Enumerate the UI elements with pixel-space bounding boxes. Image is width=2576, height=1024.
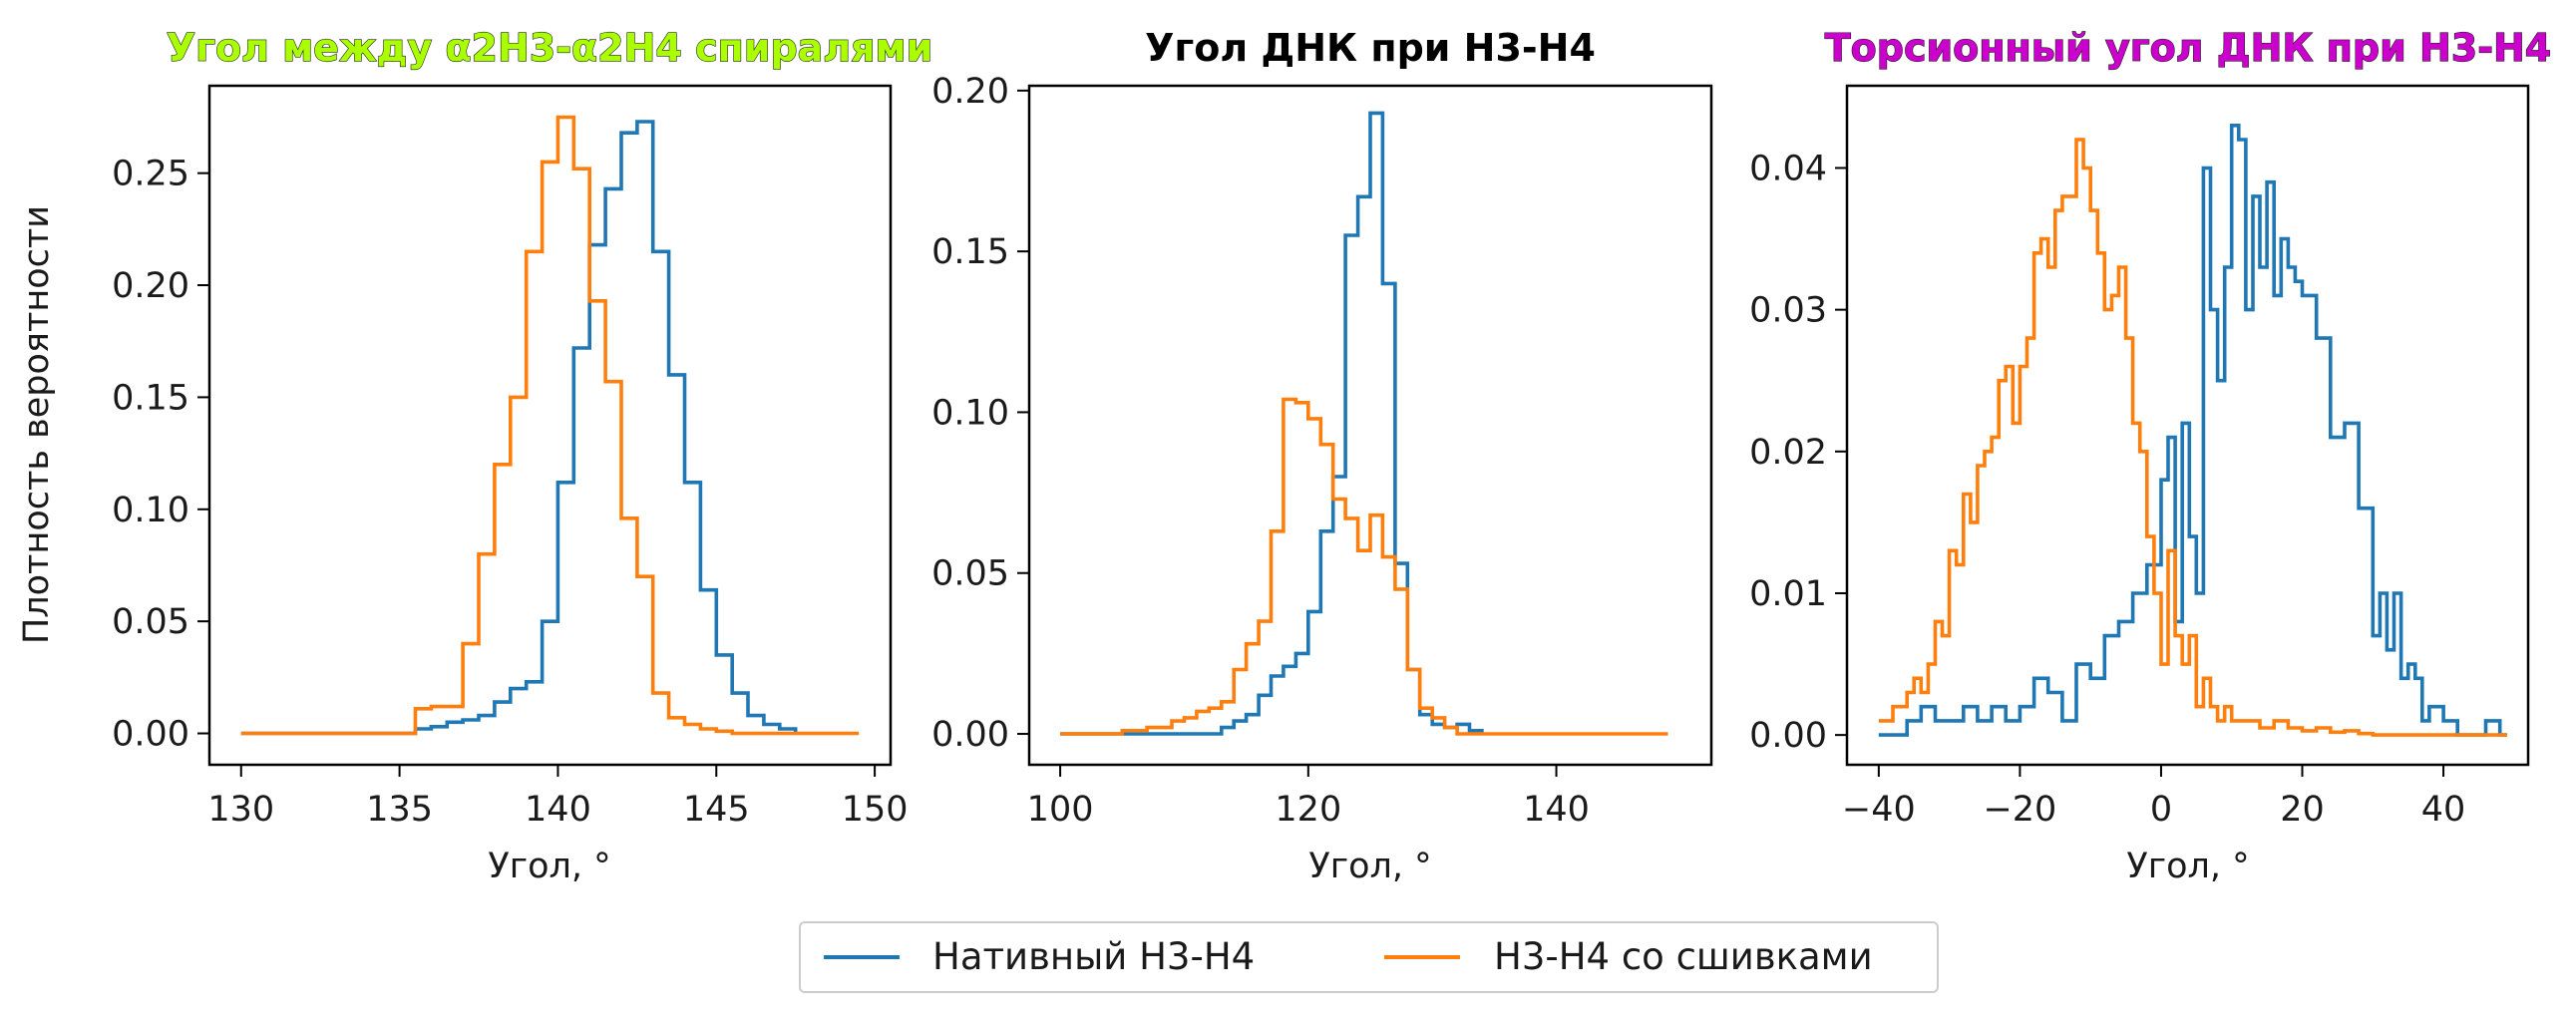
- series-line-crosslinked: [1878, 138, 2507, 737]
- x-tick-label: 135: [366, 790, 433, 830]
- x-tick-label: 120: [1275, 790, 1341, 830]
- panel-alpha-helix-angle: Угол между α2H3-α2H4 спиралями Угол, ° П…: [17, 25, 933, 886]
- y-tick-label: 0.10: [112, 491, 189, 530]
- series-line-native: [240, 120, 798, 736]
- x-tick-label: 130: [207, 790, 274, 830]
- chart-title: Угол ДНК при H3-H4: [1145, 26, 1596, 70]
- x-tick-label: −20: [1983, 790, 2056, 830]
- series-line-native: [1060, 111, 1484, 736]
- y-tick-label: 0.01: [1749, 574, 1827, 614]
- y-tick-label: 0.05: [931, 554, 1009, 594]
- axes-frame: [207, 84, 893, 767]
- y-tick-label: 0.10: [931, 393, 1009, 433]
- x-tick-label: 40: [2421, 790, 2466, 830]
- y-tick-label: 0.00: [1749, 716, 1827, 756]
- x-tick-label: 145: [683, 790, 750, 830]
- y-tick-label: 0.05: [112, 602, 189, 642]
- x-tick-label: 100: [1027, 790, 1094, 830]
- y-tick-label: 0.15: [931, 232, 1009, 272]
- x-tick-label: 0: [2150, 790, 2172, 830]
- y-axis-label: Плотность вероятности: [17, 205, 57, 644]
- y-tick-label: 0.25: [112, 155, 189, 194]
- legend-label-crosslinked: H3-H4 со сшивками: [1494, 935, 1873, 978]
- legend: Нативный H3-H4 H3-H4 со сшивками: [799, 921, 1939, 993]
- axes-frame: [1845, 84, 2530, 767]
- legend-label-native: Нативный H3-H4: [932, 935, 1255, 978]
- x-axis-label: Угол, °: [2126, 847, 2249, 886]
- series-line-native: [1878, 124, 2507, 737]
- y-tick-label: 0.02: [1749, 433, 1827, 473]
- x-tick-label: 150: [842, 790, 909, 830]
- y-tick-label: 0.20: [931, 72, 1009, 112]
- x-tick-label: 20: [2280, 790, 2325, 830]
- panel-dna-torsion-angle: Торсионный угол ДНК при H3-H4 Угол, ° −4…: [1749, 25, 2552, 886]
- y-tick-label: 0.04: [1749, 149, 1827, 188]
- x-tick-label: 140: [1523, 790, 1590, 830]
- y-tick-label: 0.00: [112, 715, 189, 755]
- legend-box: [799, 921, 1939, 993]
- y-tick-label: 0.03: [1749, 291, 1827, 331]
- chart-title: Торсионный угол ДНК при H3-H4: [1825, 26, 2552, 70]
- series-line-crosslinked: [240, 115, 860, 736]
- x-tick-label: −40: [1842, 790, 1916, 830]
- y-tick-label: 0.00: [931, 715, 1009, 755]
- axes-frame: [1027, 84, 1713, 767]
- x-axis-label: Угол, °: [488, 847, 610, 886]
- y-tick-label: 0.15: [112, 378, 189, 418]
- y-tick-label: 0.20: [112, 266, 189, 306]
- x-tick-label: 140: [525, 790, 591, 830]
- panel-dna-angle: Угол ДНК при H3-H4 Угол, ° 100 120 140 0.00…: [931, 26, 1713, 886]
- series-line-crosslinked: [1060, 397, 1668, 736]
- chart-title: Угол между α2H3-α2H4 спиралями: [167, 26, 932, 70]
- x-axis-label: Угол, °: [1308, 847, 1431, 886]
